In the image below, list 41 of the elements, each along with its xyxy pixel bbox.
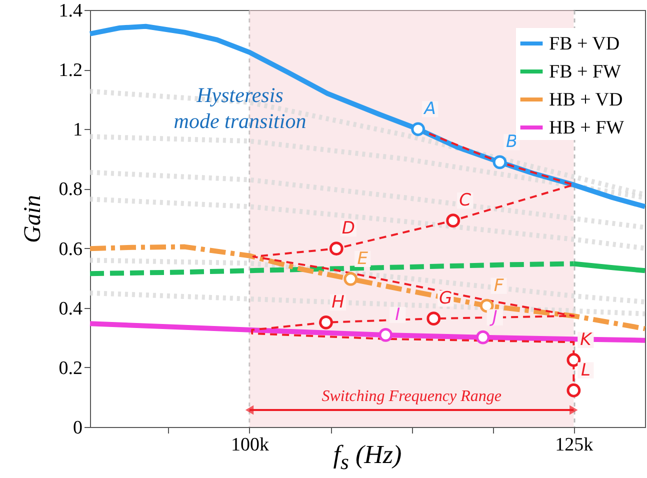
legend-label: FB + FW — [549, 62, 622, 82]
annotation: G — [439, 288, 452, 309]
annotation: D — [342, 218, 355, 239]
point — [329, 242, 344, 256]
band-label: Switching Frequency Range — [322, 388, 502, 405]
y-tick-label: 0.4 — [58, 298, 83, 320]
y-axis-title: Gain — [20, 195, 46, 243]
annotation: L — [580, 360, 590, 380]
point — [476, 330, 490, 344]
annotation: F — [494, 276, 504, 296]
annotation: E — [357, 248, 368, 269]
annotation: I — [395, 304, 400, 325]
annotation: H — [332, 292, 345, 312]
x-tick-label: 125k — [555, 434, 594, 456]
annotation: B — [506, 132, 518, 152]
y-tick-label: 0.6 — [58, 238, 82, 260]
point — [411, 122, 426, 136]
annotation: K — [580, 330, 594, 350]
legend-label: FB + VD — [549, 34, 620, 54]
y-tick-label: 1.2 — [58, 60, 82, 82]
annotation: C — [459, 190, 472, 211]
y-tick-label: 1 — [73, 120, 82, 141]
y-tick-label: 1.4 — [58, 0, 83, 22]
y-tick-label: 0.8 — [58, 179, 82, 200]
annotation: A — [423, 99, 436, 120]
annotation: Hysteresis mode transition — [174, 83, 306, 133]
legend-label: HB + FW — [549, 118, 624, 138]
legend-label: HB + VD — [549, 90, 623, 110]
point — [426, 312, 441, 326]
point — [566, 353, 581, 367]
point — [446, 214, 460, 228]
annotation: J — [489, 307, 498, 328]
point — [319, 316, 333, 330]
y-tick-label: 0.2 — [58, 358, 82, 379]
point — [378, 328, 393, 342]
x-tick-label: 100k — [231, 434, 270, 456]
point — [566, 383, 581, 398]
point — [344, 272, 358, 286]
point — [492, 155, 507, 170]
x-axis-title: f$_{s}$ (Hz) — [333, 440, 402, 474]
y-tick-label: 0 — [73, 418, 82, 438]
